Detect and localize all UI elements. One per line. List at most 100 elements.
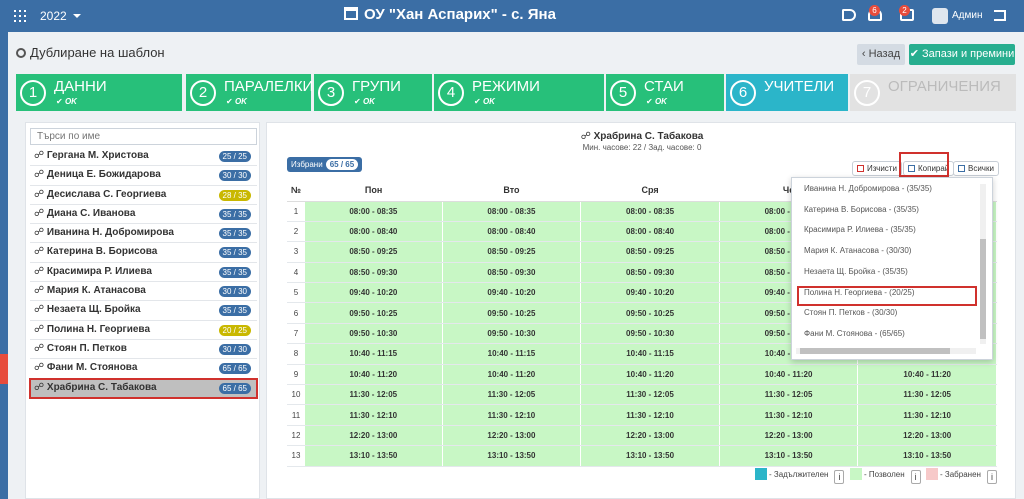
dropdown-scrollbar[interactable] — [980, 184, 986, 344]
teacher-list-item[interactable]: ☍ Полина Н. Георгиева 20 / 25 — [30, 321, 257, 340]
dropdown-item[interactable]: Незаета Щ. Бройка - (35/35) — [804, 266, 908, 276]
time-slot-cell[interactable]: 10:40 - 11:15 — [580, 343, 720, 365]
time-slot-cell[interactable]: 10:40 - 11:15 — [442, 343, 582, 365]
time-slot-cell[interactable]: 13:10 - 13:50 — [857, 445, 997, 467]
time-slot-cell[interactable]: 11:30 - 12:10 — [857, 404, 997, 426]
time-slot-cell[interactable]: 08:50 - 09:25 — [442, 241, 582, 263]
step-regimes[interactable]: 4 РЕЖИМИ ✔ OK — [434, 74, 604, 111]
step-constraints[interactable]: 7 ОГРАНИЧЕНИЯ — [850, 74, 1016, 111]
time-slot-cell[interactable]: 09:50 - 10:25 — [580, 302, 720, 324]
clear-button[interactable]: Изчисти — [852, 161, 902, 176]
logout-icon[interactable] — [994, 10, 1006, 21]
user-name[interactable]: Админ — [952, 10, 983, 21]
dropdown-item[interactable]: Красимира Р. Илиева - (35/35) — [804, 225, 916, 235]
time-slot-cell[interactable]: 11:30 - 12:10 — [305, 404, 443, 426]
day-header[interactable]: № — [287, 180, 305, 202]
day-header[interactable]: Вто — [442, 180, 581, 202]
time-slot-cell[interactable]: 09:50 - 10:30 — [442, 323, 582, 345]
time-slot-cell[interactable]: 13:10 - 13:50 — [305, 445, 443, 467]
dropdown-item[interactable]: Мария К. Атанасова - (30/30) — [804, 246, 912, 256]
teacher-list-item[interactable]: ☍ Красимира Р. Илиева 35 / 35 — [30, 263, 257, 283]
time-slot-cell[interactable]: 08:00 - 08:35 — [305, 201, 443, 222]
time-slot-cell[interactable]: 11:30 - 12:05 — [305, 384, 443, 406]
save-and-continue-button[interactable]: ✔ Запази и премини — [909, 44, 1015, 65]
step-data[interactable]: 1 ДАННИ ✔ OK — [16, 74, 182, 111]
dropdown-item[interactable]: Фани М. Стоянова - (65/65) — [804, 328, 905, 338]
time-slot-cell[interactable]: 09:50 - 10:30 — [305, 323, 443, 345]
time-slot-cell[interactable]: 11:30 - 12:10 — [719, 404, 859, 426]
day-header[interactable]: Сря — [580, 180, 720, 202]
time-slot-cell[interactable]: 11:30 - 12:10 — [580, 404, 720, 426]
time-slot-cell[interactable]: 10:40 - 11:20 — [305, 364, 443, 386]
time-slot-cell[interactable]: 10:40 - 11:20 — [719, 364, 859, 386]
dropdown-item[interactable]: Иванина Н. Добромирова - (35/35) — [804, 184, 932, 193]
time-slot-cell[interactable]: 08:50 - 09:30 — [305, 262, 443, 284]
teacher-list-item[interactable]: ☍ Катерина В. Борисова 35 / 35 — [30, 243, 257, 263]
teacher-list-item[interactable]: ☍ Храбрина С. Табакова 65 / 65 — [29, 377, 258, 399]
time-slot-cell[interactable]: 08:50 - 09:30 — [580, 262, 720, 284]
time-slot-cell[interactable]: 08:50 - 09:25 — [305, 241, 443, 263]
time-slot-cell[interactable]: 11:30 - 12:05 — [580, 384, 720, 406]
apps-grid-icon[interactable] — [14, 10, 26, 22]
time-slot-cell[interactable]: 12:20 - 13:00 — [580, 425, 720, 447]
step-rooms[interactable]: 5 СТАИ ✔ OK — [606, 74, 724, 111]
megaphone-icon[interactable] — [842, 9, 856, 21]
copy-from-dropdown[interactable]: Иванина Н. Добромирова - (35/35) Катерина… — [791, 177, 993, 360]
teacher-list-item[interactable]: ☍ Деница Е. Божидарова 30 / 30 — [30, 166, 257, 186]
time-slot-cell[interactable]: 10:40 - 11:20 — [580, 364, 720, 386]
time-slot-cell[interactable]: 13:10 - 13:50 — [442, 445, 582, 467]
time-slot-cell[interactable]: 11:30 - 12:05 — [442, 384, 582, 406]
teacher-list-item[interactable]: ☍ Диана С. Иванова 35 / 35 — [30, 205, 257, 225]
copy-button[interactable]: Копирай — [903, 161, 955, 176]
day-header[interactable]: Пон — [305, 180, 443, 202]
time-slot-cell[interactable]: 11:30 - 12:10 — [442, 404, 582, 426]
teacher-list-item[interactable]: ☍ Фани М. Стоянова 65 / 65 — [30, 359, 257, 379]
dropdown-item[interactable]: Катерина В. Борисова - (35/35) — [804, 204, 919, 214]
time-slot-cell[interactable]: 12:20 - 13:00 — [857, 425, 997, 447]
time-slot-cell[interactable]: 08:00 - 08:40 — [580, 221, 720, 243]
step-classes[interactable]: 2 ПАРАЛЕЛКИ ✔ OK — [186, 74, 313, 111]
time-slot-cell[interactable]: 08:50 - 09:25 — [580, 241, 720, 263]
time-slot-cell[interactable]: 09:40 - 10:20 — [580, 282, 720, 304]
time-slot-cell[interactable]: 10:40 - 11:20 — [442, 364, 582, 386]
time-slot-cell[interactable]: 12:20 - 13:00 — [719, 425, 859, 447]
time-slot-cell[interactable]: 10:40 - 11:15 — [305, 343, 443, 365]
avatar[interactable] — [932, 8, 948, 24]
teacher-list-item[interactable]: ☍ Стоян П. Петков 30 / 30 — [30, 340, 257, 360]
time-slot-cell[interactable]: 08:00 - 08:40 — [305, 221, 443, 243]
dropdown-item[interactable]: Стоян П. Петков - (30/30) — [804, 308, 898, 318]
time-slot-cell[interactable]: 09:40 - 10:20 — [305, 282, 443, 304]
info-icon[interactable]: i — [986, 470, 997, 484]
time-slot-cell[interactable]: 11:30 - 12:05 — [857, 384, 997, 406]
teacher-search-input[interactable] — [30, 128, 257, 145]
teacher-list-item[interactable]: ☍ Иванина Н. Добромирова 35 / 35 — [30, 224, 257, 244]
time-slot-cell[interactable]: 13:10 - 13:50 — [580, 445, 720, 467]
year-selector[interactable]: 2022 — [40, 9, 81, 23]
select-all-button[interactable]: Всички — [953, 161, 999, 176]
teacher-list-item[interactable]: ☍ Мария К. Атанасова 30 / 30 — [30, 282, 257, 302]
back-button[interactable]: ‹ Назад — [857, 44, 905, 65]
teacher-list-item[interactable]: ☍ Десислава С. Георгиева 28 / 35 — [30, 186, 257, 205]
time-slot-cell[interactable]: 09:40 - 10:20 — [442, 282, 582, 304]
time-slot-cell[interactable]: 12:20 - 13:00 — [305, 425, 443, 447]
time-slot-cell[interactable]: 08:50 - 09:30 — [442, 262, 582, 284]
info-icon[interactable]: i — [834, 470, 845, 484]
step-teachers[interactable]: 6 УЧИТЕЛИ — [726, 74, 848, 111]
time-slot-cell[interactable]: 12:20 - 13:00 — [442, 425, 582, 447]
teacher-list-item[interactable]: ☍ Незаета Щ. Бройка 35 / 35 — [30, 301, 257, 321]
time-slot-cell[interactable]: 08:00 - 08:35 — [442, 201, 582, 222]
time-slot-cell[interactable]: 09:50 - 10:30 — [580, 323, 720, 345]
dropdown-item[interactable]: Полина Н. Георгиева - (20/25) — [804, 287, 915, 297]
info-icon[interactable]: i — [910, 470, 921, 484]
required-swatch — [755, 468, 767, 480]
time-slot-cell[interactable]: 08:00 - 08:40 — [442, 221, 582, 243]
teacher-list-item[interactable]: ☍ Гергана М. Христова 25 / 25 — [30, 147, 257, 167]
dropdown-horizontal-scrollbar[interactable] — [796, 348, 976, 354]
time-slot-cell[interactable]: 11:30 - 12:05 — [719, 384, 859, 406]
time-slot-cell[interactable]: 13:10 - 13:50 — [719, 445, 859, 467]
time-slot-cell[interactable]: 09:50 - 10:25 — [305, 302, 443, 324]
time-slot-cell[interactable]: 08:00 - 08:35 — [580, 201, 720, 222]
step-groups[interactable]: 3 ГРУПИ ✔ OK — [314, 74, 432, 111]
time-slot-cell[interactable]: 09:50 - 10:25 — [442, 302, 582, 324]
time-slot-cell[interactable]: 10:40 - 11:20 — [857, 364, 997, 386]
